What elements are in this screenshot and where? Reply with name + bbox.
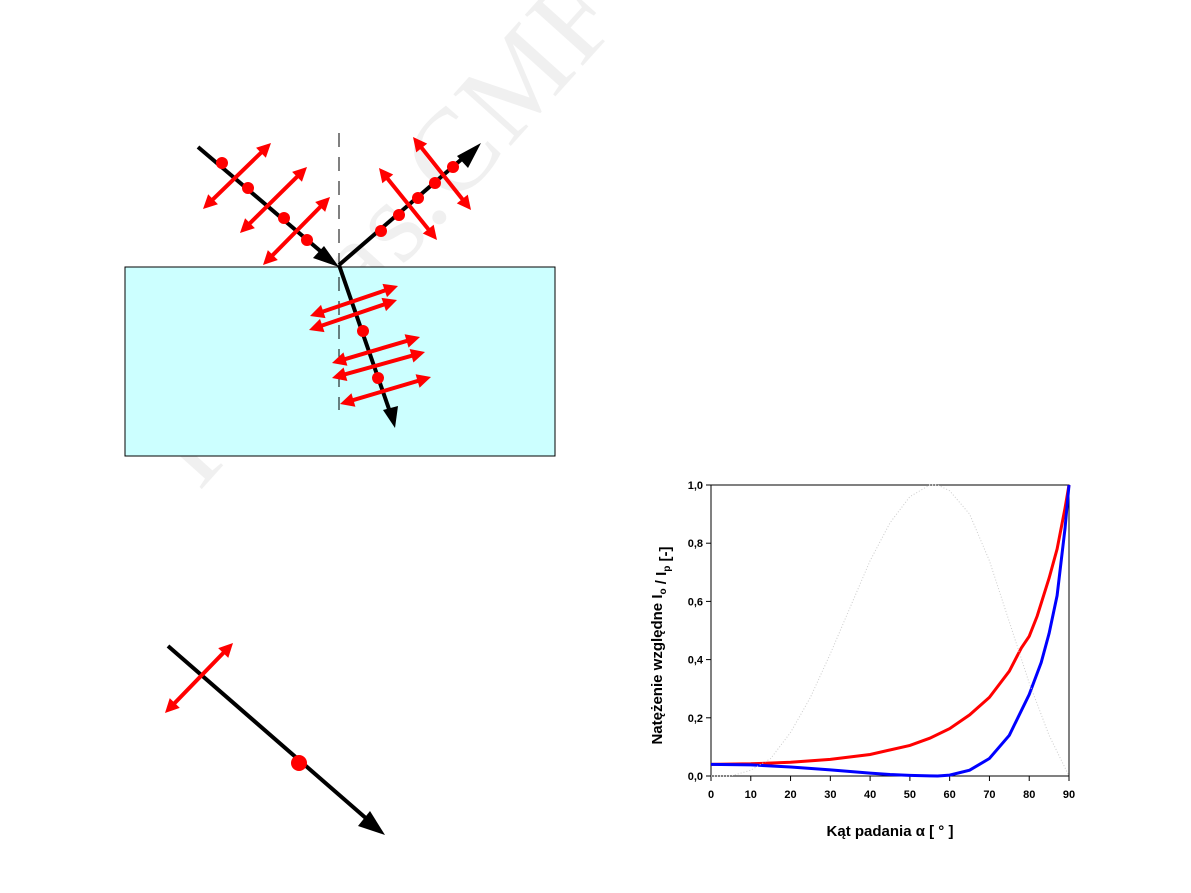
reflected-arrow-head-icon [457, 143, 481, 168]
x-axis-title: Kąt padania α [ ° ] [827, 823, 954, 840]
x-tick-label: 50 [904, 789, 916, 801]
refracted-arrow-head-icon [383, 406, 398, 428]
x-tick-label: 70 [983, 789, 995, 801]
refracted-double-arrow-icon [310, 283, 398, 319]
x-tick-label: 60 [944, 789, 956, 801]
incident-double-arrow-icon [263, 197, 330, 265]
y-tick-label: 0,6 [688, 596, 703, 608]
y-tick-label: 0,8 [688, 538, 703, 550]
x-tick-label: 80 [1023, 789, 1035, 801]
polarization-dot-icon [375, 225, 387, 237]
y-tick-label: 0,2 [688, 713, 703, 725]
x-tick-label: 0 [708, 789, 714, 801]
lower-double-arrow-icon [165, 643, 233, 713]
x-tick-label: 40 [864, 789, 876, 801]
refracted-double-arrow-icon [309, 297, 397, 333]
reflected-double-arrow-icon [379, 168, 437, 240]
incident-arrow-head-icon [313, 246, 339, 267]
x-tick-label: 20 [784, 789, 796, 801]
polarization-symbols [165, 137, 471, 771]
series-line-2 [711, 484, 1070, 777]
polarization-dot-icon [429, 177, 441, 189]
refracted-ray [337, 264, 392, 413]
series-line-1 [710, 484, 1071, 778]
y-axis-title: Natężenie względne Io / Ip [-] [649, 546, 674, 744]
x-tick-label: 90 [1063, 789, 1075, 801]
incident-double-arrow-icon [203, 143, 271, 209]
polarization-dot-icon [372, 372, 384, 384]
refracted-double-arrow-icon [332, 349, 425, 381]
polarization-dot-icon [357, 325, 369, 337]
series-line-0 [710, 484, 1071, 766]
lower-ray [166, 644, 370, 822]
polarization-dot-icon [216, 157, 228, 169]
polarization-dot-icon [447, 161, 459, 173]
incident-double-arrow-icon [240, 167, 307, 233]
plot-frame [710, 484, 1070, 777]
y-tick-label: 1,0 [688, 480, 703, 492]
y-tick-label: 0,4 [688, 655, 704, 667]
reflected-double-arrow-icon [413, 137, 471, 210]
polarization-dot-icon [278, 212, 290, 224]
x-tick-label: 10 [745, 789, 757, 801]
polarization-dot-icon [393, 209, 405, 221]
intensity-chart: 0 10 20 30 40 50 60 70 80 90 0,0 0,2 0,4 0,6 0,8 1,0 Kąt… [649, 480, 1075, 840]
x-tick-label: 30 [824, 789, 836, 801]
polarization-dot-icon [412, 192, 424, 204]
polarization-dot-icon [242, 182, 254, 194]
polarization-dot-icon [301, 234, 313, 246]
y-tick-label: 0,0 [688, 771, 703, 783]
refracted-double-arrow-icon [332, 334, 420, 366]
lower-arrow-head-icon [358, 811, 385, 835]
polarization-dot-icon [291, 755, 307, 771]
refracted-double-arrow-icon [340, 374, 431, 407]
